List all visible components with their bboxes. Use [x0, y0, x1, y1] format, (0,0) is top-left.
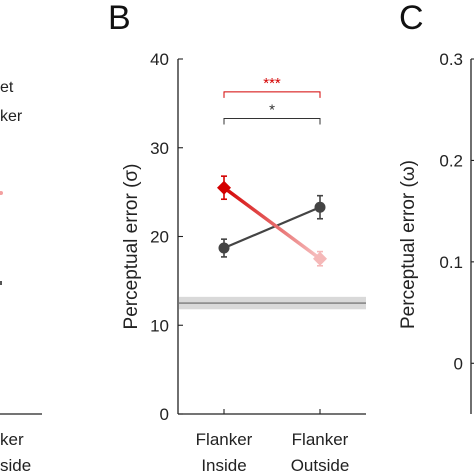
- data-point-diamond: [313, 251, 327, 266]
- data-point-diamond: [217, 180, 231, 195]
- y-tick-label: 0: [454, 354, 463, 373]
- panel-label-c: C: [399, 0, 424, 37]
- significance-label: ***: [263, 75, 281, 92]
- legend-fragment-1: et: [0, 79, 14, 96]
- x-tick-label: Flanker: [292, 430, 349, 449]
- left-marker-fragment-gray: [0, 281, 2, 285]
- significance-bracket: [223, 91, 321, 98]
- y-tick-label: 20: [150, 228, 169, 247]
- chart-panel-c: 0 0.1 0.2 0.3 Perceptual error (ω): [398, 50, 474, 414]
- y-tick-label: 40: [150, 50, 169, 69]
- y-tick-label: 30: [150, 139, 169, 158]
- significance-label: *: [269, 101, 275, 118]
- left-panel-fragment: et ker ker side: [0, 79, 42, 474]
- y-tick-label: 0.2: [439, 151, 463, 170]
- significance-bracket: [223, 117, 321, 125]
- y-tick-label: 0: [160, 405, 169, 424]
- y-tick-label: 10: [150, 316, 169, 335]
- x-tick-label: Flanker: [196, 430, 253, 449]
- y-tick-label: 0.3: [439, 50, 463, 69]
- x-tick-label: Inside: [201, 456, 246, 474]
- left-xtick-fragment-1: ker: [0, 430, 24, 449]
- panel-label-b: B: [108, 0, 131, 37]
- data-point-circle: [218, 242, 230, 254]
- y-axis-label: Perceptual error (σ): [121, 164, 142, 330]
- y-axis-label: Perceptual error (ω): [398, 160, 419, 329]
- series-line: [223, 206, 321, 250]
- y-tick-label: 0.1: [439, 253, 463, 272]
- left-marker-fragment-red: [0, 191, 3, 195]
- data-point-circle: [314, 201, 326, 213]
- legend-fragment-2: ker: [0, 108, 23, 125]
- series-line: [222, 186, 322, 261]
- x-tick-label: Outside: [291, 456, 350, 474]
- left-xtick-fragment-2: side: [0, 456, 31, 474]
- chart-panel-b: 0 10 20 30 40 Flanker Inside Flanker Outside Perc…: [121, 50, 366, 474]
